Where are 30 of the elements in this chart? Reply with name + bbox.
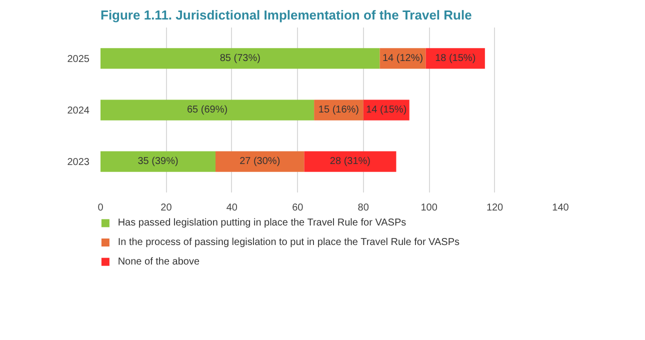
x-tick-label: 0 <box>98 202 104 214</box>
data-label: 65 (69%) <box>187 104 228 116</box>
x-tick-label: 20 <box>160 202 172 214</box>
bar <box>304 151 396 172</box>
data-label: 85 (73%) <box>220 52 260 64</box>
bar <box>100 48 380 69</box>
x-tick-label: 80 <box>358 202 370 214</box>
y-tick-label: 2023 <box>67 157 90 168</box>
data-label: 14 (15%) <box>366 104 407 116</box>
data-label: 28 (31%) <box>330 156 371 168</box>
data-label: 14 (12%) <box>382 52 424 64</box>
data-label: 18 (15%) <box>435 52 476 64</box>
chart-title: Figure 1.11. Jurisdictional Implementation of the Travel Rule <box>100 8 472 22</box>
x-tick-label: 100 <box>420 202 438 214</box>
data-label: 35 (39%) <box>138 156 178 168</box>
x-tick-label: 140 <box>552 202 570 214</box>
data-label: 15 (16%) <box>318 104 360 116</box>
x-tick-label: 40 <box>226 202 238 214</box>
data-label: 27 (30%) <box>240 156 280 168</box>
y-tick-label: 2025 <box>67 54 90 65</box>
y-tick-label: 2024 <box>67 106 90 116</box>
bar <box>216 151 304 172</box>
bar <box>100 100 314 120</box>
legend-label: In the process of passing legislation to put in place the Travel Rule for VASPs <box>118 237 460 248</box>
bar <box>426 48 485 69</box>
x-tick-label: 120 <box>486 202 504 214</box>
bar <box>100 151 216 172</box>
x-tick-label: 60 <box>292 202 304 214</box>
legend-label: None of the above <box>118 256 200 268</box>
legend-label: Has passed legislation putting in place the Travel Rule for VASPs <box>118 218 406 229</box>
